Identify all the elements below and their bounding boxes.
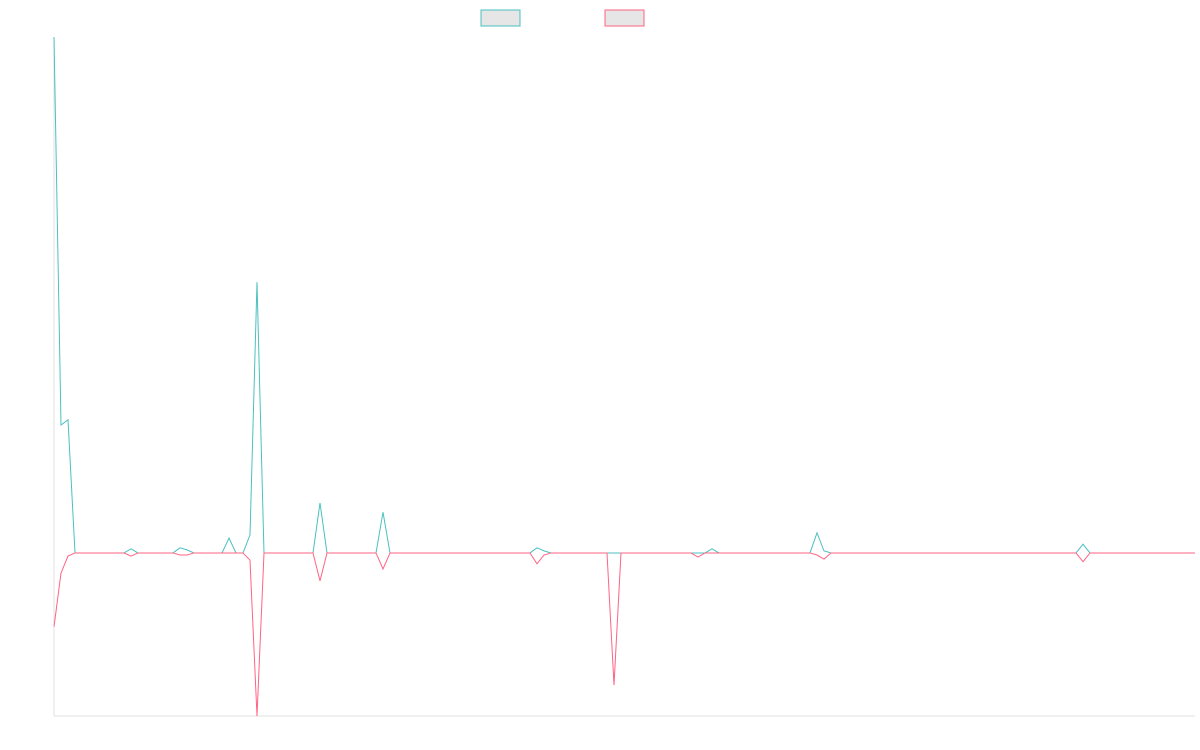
legend-swatch[interactable] bbox=[480, 9, 521, 27]
series-line bbox=[53, 36, 1195, 554]
legend-swatch[interactable] bbox=[604, 9, 645, 27]
series-line bbox=[53, 552, 1195, 717]
